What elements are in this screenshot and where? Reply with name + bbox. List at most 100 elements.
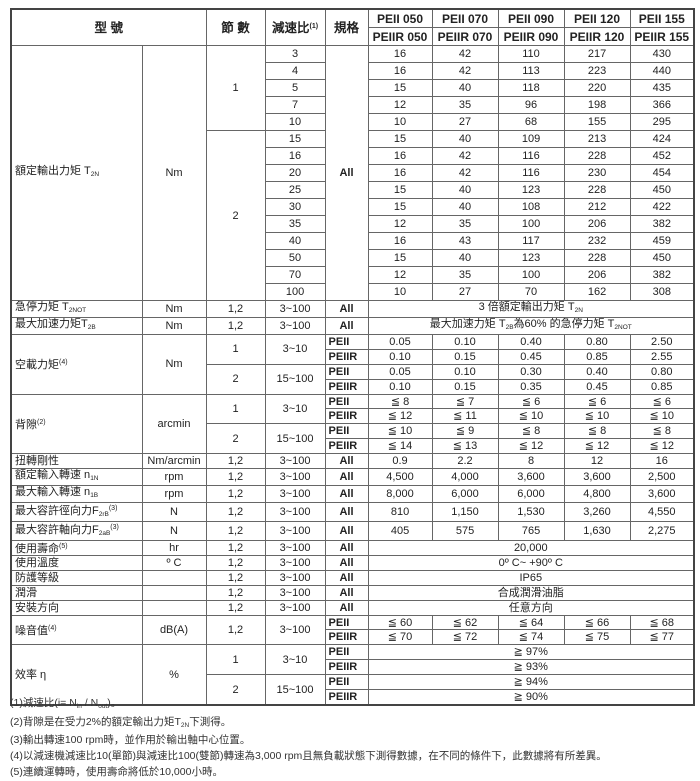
unit-cell: Nm/arcmin	[141, 453, 207, 470]
row-label-text: 背隙	[15, 418, 37, 431]
ratio-cell: 3~10	[264, 334, 326, 365]
value-cell: 35	[431, 266, 499, 284]
spec-cell: PEIIR	[324, 438, 369, 455]
value-cell: 230	[563, 164, 631, 182]
value-cell: 70	[497, 283, 565, 301]
value-cell: 162	[563, 283, 631, 301]
spec-cell: All	[324, 599, 369, 616]
row-label-text: 額定輸入轉速 n	[15, 469, 91, 482]
footnote-text: (2)背隙是在受力2%的額定輸出力矩T	[10, 715, 181, 728]
table-body: 額定輸出力矩 T2N Nm 1 3 All 16 42 110 217 430 4 16 42 113 22…	[10, 45, 695, 706]
value-cell: 12	[367, 215, 433, 233]
stage-cell: 1,2	[205, 485, 266, 504]
table-row: 安裝方向 1,2 3~100 All 任意方向	[10, 599, 695, 616]
row-label: 額定輸入轉速 n1N	[10, 468, 143, 487]
row-label-text: 效率 η	[15, 668, 47, 681]
ratio-cell: 10	[264, 113, 326, 131]
value-cell: 43	[431, 232, 499, 250]
header-model-a: PEII 120	[563, 8, 631, 28]
table-row: 2 15 15 40 109 213 424	[11, 130, 695, 301]
ratio-cell: 3~100	[264, 502, 326, 523]
spec-cell: All	[324, 569, 369, 586]
value-cell: 295	[629, 113, 695, 131]
value-cell: ≦ 6	[563, 393, 631, 410]
value-cell: 2,275	[629, 521, 695, 542]
value-cell: ≦ 70	[367, 629, 433, 646]
table-row: 背隙(2) arcmin 1 3~10 PEII ≦ 8 ≦ 7 ≦ 6 ≦ 6 ≦ 6	[10, 393, 695, 455]
table-row: 使用溫度 º C 1,2 3~100 All 0º C~ +90º C	[10, 555, 695, 571]
value-cell: 0.10	[431, 334, 499, 350]
ratio-cell: 3	[264, 45, 326, 63]
table-row: PEIIR 0.10 0.15 0.35 0.45 0.85	[11, 378, 695, 395]
value-cell: 42	[431, 62, 499, 80]
header-model-a: PEII 050	[367, 8, 433, 28]
row-label: 最大容許軸向力F2aB(3)	[10, 521, 143, 542]
value-cell: 430	[629, 45, 695, 63]
value-cell: 228	[563, 181, 631, 199]
row-label-text: 最大容許徑向力F	[15, 505, 99, 518]
value-cell: 12	[367, 96, 433, 114]
table-row: PEIIR 0.10 0.15 0.45 0.85 2.55	[11, 348, 695, 365]
value-cell: ≦ 8	[629, 423, 695, 440]
value-cell: 123	[497, 181, 565, 199]
value-cell: ≦ 75	[563, 629, 631, 646]
value-cell: 108	[497, 198, 565, 216]
row-label-text: 扭轉剛性	[15, 455, 59, 468]
spec-cell: PEIIR	[324, 378, 369, 395]
footnote-text-sub: 2N	[180, 721, 190, 729]
merged-value-cell: 3 倍額定輸出力矩 T2N	[367, 300, 695, 318]
row-label: 防護等級	[10, 569, 143, 586]
value-cell: 109	[497, 130, 565, 148]
ratio-cell: 5	[264, 79, 326, 97]
row-label: 潤滑	[10, 584, 143, 601]
value-cell: 0.40	[563, 363, 631, 380]
spec-cell: All	[324, 453, 369, 470]
value-cell: 810	[367, 502, 433, 523]
merged-value-cell-text: ≧ 97%	[513, 646, 548, 659]
value-cell: 1,630	[563, 521, 631, 542]
stage-cell: 1	[205, 45, 266, 131]
merged-value-cell-text: 合成潤滑油脂	[497, 586, 564, 599]
ratio-cell: 3~100	[264, 453, 326, 470]
footnote-text: 下測得。	[189, 715, 232, 728]
spec-cell: All	[324, 521, 369, 542]
value-cell: 118	[497, 79, 565, 97]
header-model-a: PEII 070	[431, 8, 499, 28]
footnote: (4)以減速機減速比10(單節)與減速比100(雙節)轉速為3,000 rpm且…	[10, 749, 607, 765]
table-row: 空載力矩(4) Nm 1 3~10 PEII 0.05 0.10 0.40 0.80 2.50	[10, 334, 695, 395]
value-cell: ≦ 7	[431, 393, 499, 410]
row-label-text: 最大容許軸向力F	[15, 524, 99, 537]
value-cell: 0.05	[367, 363, 433, 380]
row-label-text-sub: 2B	[87, 324, 96, 331]
ratio-cell: 30	[264, 198, 326, 216]
value-cell: 0.9	[367, 453, 433, 470]
value-cell: 15	[367, 198, 433, 216]
value-cell: 440	[629, 62, 695, 80]
value-cell: 3,260	[563, 502, 631, 523]
value-cell: 12	[563, 453, 631, 470]
value-cell: ≦ 12	[563, 438, 631, 455]
header-ratio: 減速比(1)	[264, 8, 326, 46]
spec-cell: PEIIR	[324, 629, 369, 646]
table-row: PEIIR ≦ 70 ≦ 72 ≦ 74 ≦ 75 ≦ 77	[11, 629, 695, 646]
value-cell: 0.45	[497, 348, 565, 365]
value-cell: 0.85	[563, 348, 631, 365]
value-cell: 454	[629, 164, 695, 182]
unit-cell: N	[141, 502, 207, 523]
value-cell: 42	[431, 147, 499, 165]
footnote-text: (5)連續運轉時，使用壽命將低於10,000小時。	[10, 765, 223, 778]
value-cell: 2,500	[629, 468, 695, 487]
merged-value-cell: 最大加速力矩 T2B為60% 的急停力矩 T2NOT	[367, 317, 695, 335]
value-cell: 422	[629, 198, 695, 216]
value-cell: ≦ 13	[431, 438, 499, 455]
value-cell: 4,500	[367, 468, 433, 487]
value-cell: ≦ 12	[629, 438, 695, 455]
row-label-text-sup: (3)	[110, 524, 119, 532]
value-cell: 450	[629, 181, 695, 199]
value-cell: ≦ 10	[497, 408, 565, 425]
value-cell: 206	[563, 266, 631, 284]
spec-cell: All	[324, 468, 369, 487]
stage-cell: 1,2	[205, 502, 266, 523]
stage-cell: 1,2	[205, 540, 266, 557]
value-cell: 8,000	[367, 485, 433, 504]
